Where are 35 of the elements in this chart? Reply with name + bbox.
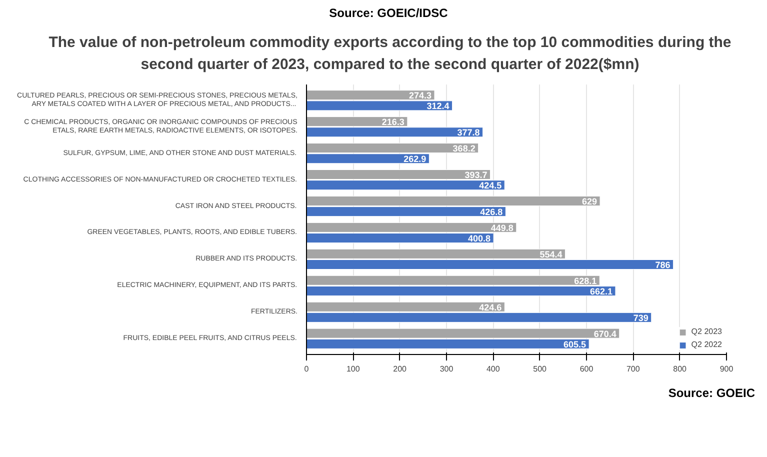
data-label: 628.1 <box>574 276 597 286</box>
x-tick-label: 800 <box>673 364 688 374</box>
data-label: 662.1 <box>590 286 612 296</box>
source-note: Source: GOEIC/IDSC <box>329 5 448 22</box>
x-tick-label: 100 <box>346 364 360 374</box>
data-label: 262.9 <box>404 154 426 164</box>
data-label: 377.8 <box>457 128 480 138</box>
x-tick-label: 500 <box>533 364 548 374</box>
data-label: 424.6 <box>479 302 502 312</box>
data-label: 368.2 <box>452 144 476 154</box>
x-tick-label: 0 <box>304 364 310 374</box>
data-label: 216.3 <box>382 117 404 128</box>
x-tick-label: 600 <box>580 364 594 374</box>
legend-label: Q2 2022 <box>691 340 722 350</box>
data-label: 786 <box>655 260 670 270</box>
x-tick-label: 400 <box>486 364 500 374</box>
data-label: 393.7 <box>464 170 488 180</box>
legend-label: Q2 2023 <box>691 326 722 337</box>
data-label: 312.4 <box>426 101 450 112</box>
chart-title: The value of non-petroleum commodity exports according to the top 10 commodities during the second quarter of 2023, compared to the second quarter of 2022($mn) <box>48 33 732 75</box>
data-label: 670.4 <box>594 328 616 339</box>
x-tick-label: 300 <box>440 364 454 374</box>
data-label: 605.5 <box>564 339 586 350</box>
source-note: Source: GOEIC <box>668 384 755 402</box>
data-label: 739 <box>633 312 648 323</box>
x-tick-label: 900 <box>720 364 734 374</box>
data-label: 400.8 <box>468 234 491 244</box>
data-label: 426.8 <box>480 207 503 218</box>
data-label: 424.5 <box>479 180 502 191</box>
data-label: 449.8 <box>490 222 514 233</box>
data-label: 629 <box>582 196 598 206</box>
x-tick-label: 200 <box>393 364 408 374</box>
data-label: 274.3 <box>408 90 432 101</box>
x-tick-label: 700 <box>626 364 640 374</box>
data-label: 554.4 <box>540 249 562 260</box>
